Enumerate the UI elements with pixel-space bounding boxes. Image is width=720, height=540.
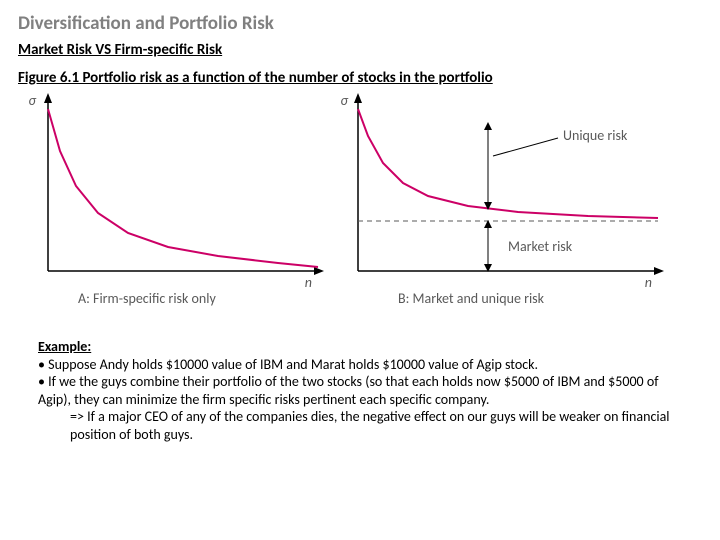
chart-b-svg: Unique risk Market risk σ n B: Market and un… xyxy=(338,91,678,321)
page-title: Diversification and Portfolio Risk xyxy=(18,12,702,35)
example-line-3: => If a major CEO of any of the companie… xyxy=(38,408,688,443)
figure-caption: Figure 6.1 Portfolio risk as a function … xyxy=(18,69,702,87)
charts-row: σ n A: Firm-specific risk only Unique risk… xyxy=(18,91,702,326)
svg-text:n: n xyxy=(305,274,312,291)
example-block: Example: • Suppose Andy holds $10000 val… xyxy=(18,338,702,443)
chart-a: σ n A: Firm-specific risk only xyxy=(18,91,328,326)
example-line-2: • If we the guys combine their portfolio… xyxy=(38,373,688,408)
chart-b: Unique risk Market risk σ n B: Market and un… xyxy=(338,91,678,326)
svg-text:Unique risk: Unique risk xyxy=(563,127,628,144)
svg-text:σ: σ xyxy=(341,92,349,109)
svg-text:Market risk: Market risk xyxy=(508,238,573,255)
svg-text:A: Firm-specific risk only: A: Firm-specific risk only xyxy=(78,290,216,307)
example-heading: Example: xyxy=(38,338,91,355)
svg-text:n: n xyxy=(645,274,652,291)
example-line-1: • Suppose Andy holds $10000 value of IBM… xyxy=(38,356,688,374)
section-subtitle: Market Risk VS Firm-specific Risk xyxy=(18,41,702,59)
chart-a-svg: σ n A: Firm-specific risk only xyxy=(18,91,328,321)
svg-text:B: Market and unique risk: B: Market and unique risk xyxy=(398,290,545,307)
svg-text:σ: σ xyxy=(29,92,37,109)
